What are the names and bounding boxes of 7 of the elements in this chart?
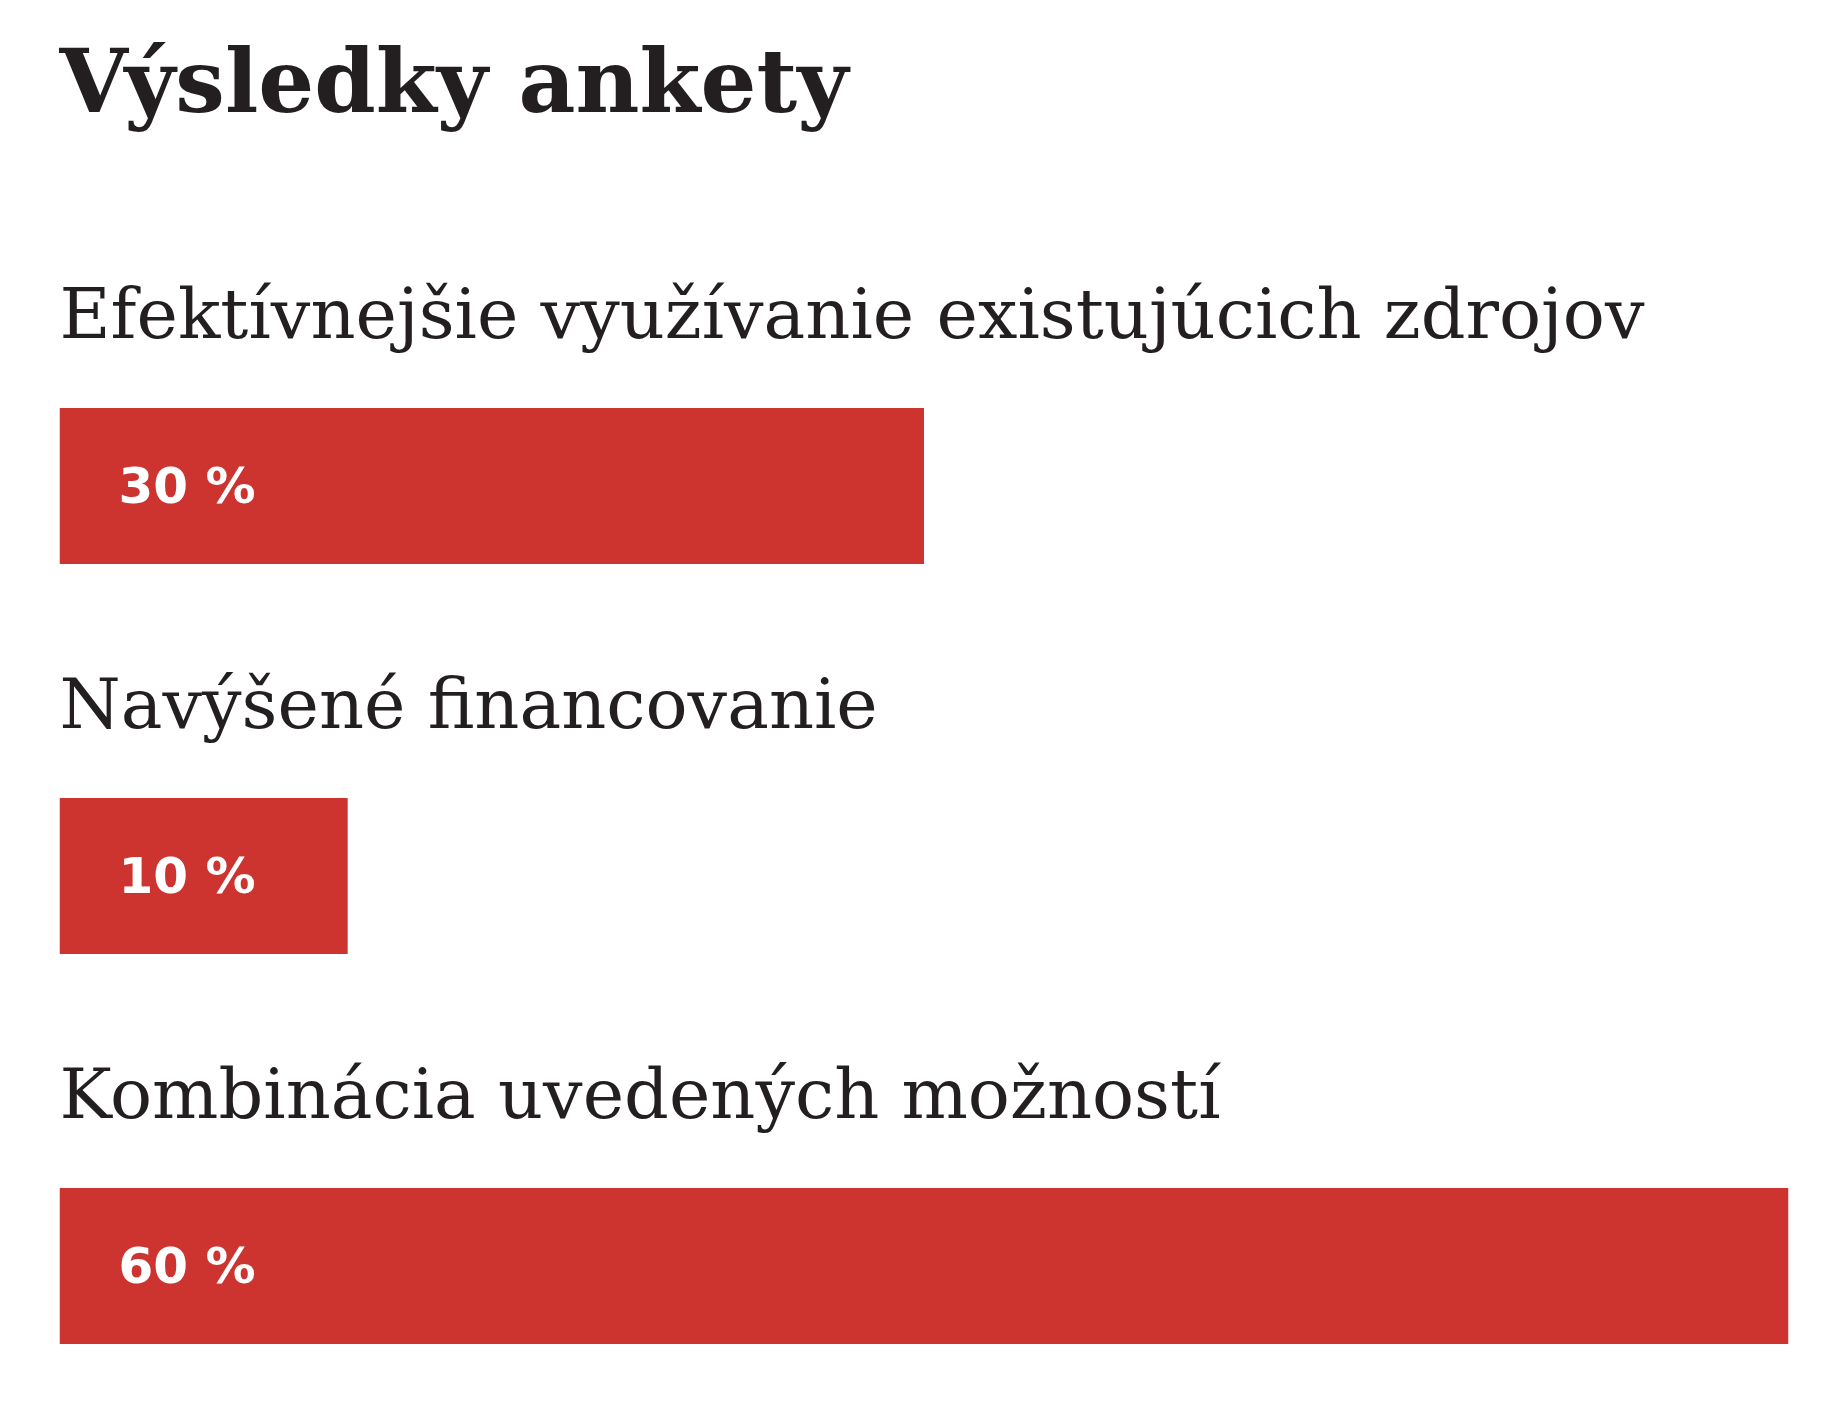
y-tick-label: Navýšené financovanie	[59, 663, 878, 746]
data-label: 10 %	[118, 847, 256, 906]
data-label: 60 %	[118, 1237, 256, 1296]
data-label: 30 %	[118, 457, 256, 516]
chart-title: Výsledky ankety	[58, 28, 852, 133]
y-tick-label: Efektívnejšie využívanie existujúcich zdrojov	[59, 273, 1645, 356]
y-tick-label: Kombinácia uvedených možností	[59, 1053, 1222, 1136]
